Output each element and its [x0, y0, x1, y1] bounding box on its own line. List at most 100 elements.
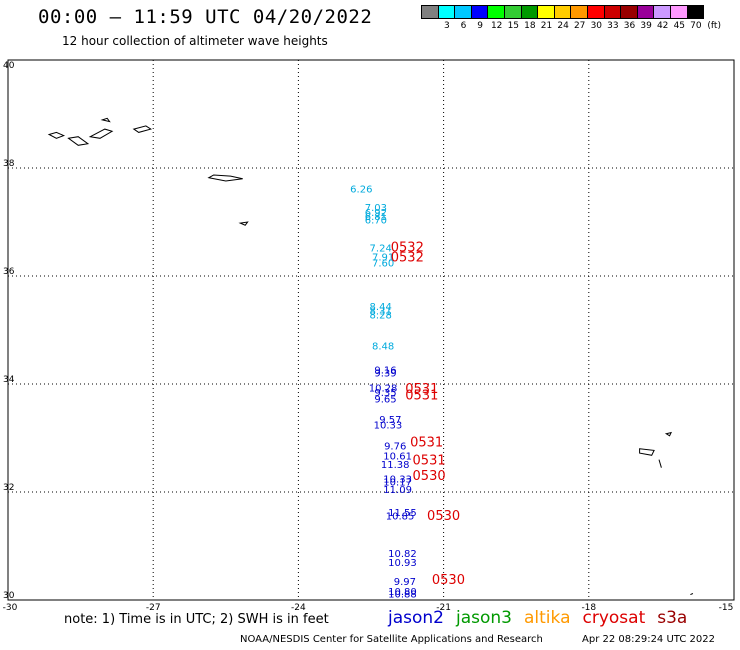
island-outline [88, 128, 114, 139]
color-scale-label: 9 [477, 21, 483, 31]
pass-time-label: 0532 [391, 250, 424, 265]
wave-height-value: 8.28 [370, 311, 392, 322]
pass-time-label: 0531 [413, 453, 446, 468]
wave-height-value: 11.09 [383, 485, 412, 496]
satellite-legend: jason2 jason3 altika cryosat s3a [388, 608, 687, 628]
wave-height-value: 10.61 [383, 452, 412, 463]
lat-tick-label: 38 [3, 159, 15, 169]
wave-height-value: 9.65 [374, 394, 396, 405]
color-scale-label: 18 [524, 21, 536, 31]
footer-credit: NOAA/NESDIS Center for Satellite Applica… [240, 634, 543, 645]
color-scale-label: 33 [607, 21, 619, 31]
wave-height-value: 8.44 [370, 302, 392, 313]
color-scale-label: 39 [640, 21, 652, 31]
wave-height-value: 7.91 [372, 252, 394, 263]
wave-height-value: 8.31 [370, 306, 392, 317]
lon-tick-label: -15 [719, 603, 734, 613]
wave-height-value: 10.17 [383, 478, 412, 489]
wave-height-value: 9.35 [374, 388, 396, 399]
lat-tick-label: 40 [3, 61, 15, 71]
wave-height-value: 9.39 [374, 368, 396, 379]
wave-height-value: 10.85 [386, 512, 415, 523]
pass-time-label: 0531 [410, 436, 443, 451]
wave-height-value: 9.16 [374, 366, 396, 377]
lat-tick-label: 30 [3, 591, 15, 601]
pass-time-label: 0530 [432, 573, 465, 588]
satellite-legend-jason2: jason2 [388, 608, 444, 628]
color-scale-label: 3 [444, 21, 450, 31]
island-outline [47, 131, 66, 139]
map-frame [7, 59, 735, 601]
lat-tick-label: 32 [3, 483, 14, 493]
pass-time-label: 0531 [405, 389, 438, 404]
pass-time-label: 0530 [413, 469, 446, 484]
wave-height-value: 6.92 [365, 208, 387, 219]
lon-tick-label: -30 [3, 603, 18, 613]
color-scale-swatch [686, 5, 705, 19]
page-subtitle: 12 hour collection of altimeter wave hei… [62, 34, 328, 48]
lon-tick-label: -21 [436, 603, 451, 613]
color-scale-labels: 3 6 9 12 15 18 21 24 27 30 33 36 39 42 45 70 (ft) [422, 21, 740, 33]
wave-height-value: 6.26 [350, 184, 372, 195]
pass-time-label: 0531 [405, 382, 438, 397]
color-scale-label: 36 [623, 21, 636, 31]
wave-height-value: 11.55 [388, 508, 417, 519]
color-scale-label: 45 [673, 21, 686, 31]
footer: NOAA/NESDIS Center for Satellite Applica… [240, 634, 730, 645]
wave-height-value: 6.81 [365, 212, 387, 223]
wave-height-value: 7.03 [365, 203, 387, 214]
wave-height-value: 10.33 [374, 420, 403, 431]
color-scale-unit: (ft) [707, 21, 721, 31]
wave-height-value: 10.88 [388, 589, 417, 600]
lon-tick-label: -27 [146, 603, 161, 613]
wave-height-value: 7.60 [372, 258, 394, 269]
island-outline [639, 448, 655, 456]
wave-observations: 6.26 7.036.926.816.70 7.247.917.60 8.448.31… [350, 184, 417, 600]
satellite-legend-s3a: s3a [657, 608, 688, 628]
color-scale [421, 5, 705, 19]
wave-height-value: 10.28 [369, 384, 398, 395]
map-grid [8, 60, 734, 600]
satellite-legend-cryosat: cryosat [582, 608, 646, 628]
lat-tick-label: 36 [3, 267, 15, 277]
wave-height-value: 9.76 [384, 441, 406, 452]
wave-height-value: 10.33 [383, 474, 412, 485]
pass-time-label: 0530 [427, 509, 460, 524]
color-scale-label: 12 [490, 21, 503, 31]
color-scale-label: 6 [460, 21, 467, 31]
wave-height-value: 9.97 [394, 577, 416, 588]
color-scale-label: 27 [573, 21, 586, 31]
note-text: note: 1) Time is in UTC; 2) SWH is in fe… [64, 612, 329, 627]
coastlines [47, 117, 694, 596]
island-outline [67, 136, 90, 146]
color-scale-swatches [421, 5, 705, 19]
color-scale-label: 21 [540, 21, 553, 31]
satellite-legend-jason3: jason3 [456, 608, 512, 628]
island-outline [664, 431, 672, 437]
color-scale-label: 15 [507, 21, 520, 31]
wave-height-value: 8.48 [372, 341, 394, 352]
island-outline [690, 593, 694, 596]
island-outline [132, 125, 153, 133]
island-outline [100, 117, 111, 123]
wave-height-value: 10.80 [388, 587, 417, 598]
wave-height-value: 10.82 [388, 549, 417, 560]
island-outline [238, 221, 249, 226]
pass-time-label: 0532 [391, 241, 424, 256]
lon-tick-label: -18 [581, 603, 596, 613]
wave-height-value: 6.70 [365, 216, 387, 227]
footer-timestamp: Apr 22 08:29:24 UTC 2022 [582, 634, 715, 645]
map-axes: -30 -27 -24 -21 -18 -15 30 32 34 36 38 40 [3, 61, 734, 613]
wave-height-value: 10.93 [388, 558, 417, 569]
wave-height-value: 9.57 [379, 415, 401, 426]
color-scale-label: 70 [690, 21, 702, 31]
wave-height-value: 11.38 [381, 460, 410, 471]
lat-tick-label: 34 [3, 375, 15, 385]
page-title: 00:00 – 11:59 UTC 04/20/2022 [38, 6, 373, 28]
island-outline [207, 174, 243, 182]
lon-tick-label: -24 [291, 603, 306, 613]
wave-height-value: 7.24 [370, 244, 392, 255]
color-scale-label: 30 [590, 21, 603, 31]
